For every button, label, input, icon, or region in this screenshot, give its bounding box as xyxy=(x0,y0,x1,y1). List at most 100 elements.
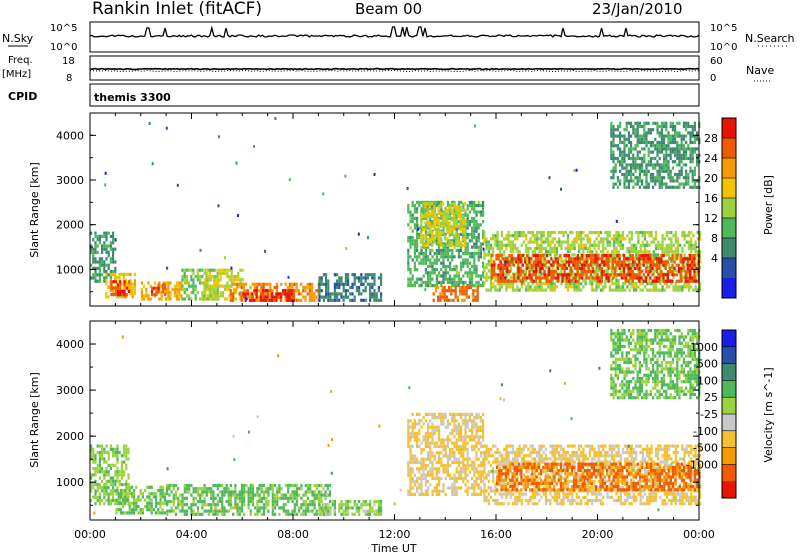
noise-cell xyxy=(615,219,618,223)
data-cell xyxy=(552,263,555,267)
data-cell xyxy=(540,259,543,263)
data-cell xyxy=(691,128,694,132)
data-cell xyxy=(328,483,332,488)
data-cell xyxy=(103,502,106,506)
data-cell xyxy=(112,486,115,490)
data-cell xyxy=(424,229,427,233)
data-cell xyxy=(364,289,367,293)
data-cell xyxy=(678,172,681,177)
nsky-label: N.Sky xyxy=(2,32,34,45)
data-cell xyxy=(234,493,237,497)
data-cell xyxy=(635,250,638,254)
data-cell xyxy=(589,263,593,267)
data-cell xyxy=(625,263,628,267)
data-cell xyxy=(369,285,372,290)
data-cell xyxy=(543,257,546,261)
data-cell xyxy=(565,273,568,277)
data-cell xyxy=(684,279,687,283)
data-cell xyxy=(685,272,688,276)
data-cell xyxy=(691,260,694,264)
data-cell xyxy=(532,260,535,264)
data-cell xyxy=(615,240,618,244)
data-cell xyxy=(636,128,639,132)
data-cell xyxy=(664,263,667,267)
data-cell xyxy=(445,289,448,293)
data-cell xyxy=(258,295,261,299)
data-cell xyxy=(92,482,95,487)
data-cell xyxy=(600,257,604,261)
data-cell xyxy=(298,493,301,497)
data-cell xyxy=(235,297,238,301)
data-cell xyxy=(435,268,438,272)
data-cell xyxy=(656,150,659,154)
data-cell xyxy=(210,294,213,298)
noise-cell xyxy=(104,171,107,175)
data-cell xyxy=(98,495,101,499)
data-cell xyxy=(642,260,645,264)
data-cell xyxy=(652,269,655,273)
data-cell xyxy=(652,140,655,145)
data-cell xyxy=(268,298,271,302)
data-cell xyxy=(192,496,195,500)
data-cell xyxy=(656,169,659,173)
data-cell xyxy=(313,512,316,516)
data-cell xyxy=(126,492,129,496)
data-cell xyxy=(575,230,578,235)
data-cell xyxy=(103,495,106,499)
data-cell xyxy=(505,246,508,251)
data-cell xyxy=(223,487,226,491)
data-cell xyxy=(271,487,274,491)
data-cell xyxy=(566,285,570,289)
data-cell xyxy=(475,210,478,214)
data-cell xyxy=(591,278,594,283)
data-cell xyxy=(506,266,509,270)
data-cell xyxy=(521,263,524,267)
data-cell xyxy=(689,131,692,135)
data-cell xyxy=(371,282,374,286)
data-cell xyxy=(615,278,618,283)
data-cell xyxy=(647,147,650,151)
data-cell xyxy=(109,502,112,506)
data-cell xyxy=(444,221,447,225)
data-cell xyxy=(667,140,670,145)
data-cell xyxy=(442,226,445,230)
data-cell xyxy=(234,282,237,286)
data-cell xyxy=(331,503,334,507)
data-cell xyxy=(643,237,647,241)
data-cell xyxy=(170,506,173,510)
data-cell xyxy=(431,239,434,243)
data-cell xyxy=(306,282,309,286)
data-cell xyxy=(215,291,218,295)
data-cell xyxy=(608,243,611,247)
data-cell xyxy=(676,140,679,145)
data-cell xyxy=(130,495,133,499)
data-cell xyxy=(427,204,430,208)
data-cell xyxy=(112,270,115,274)
data-cell xyxy=(377,276,380,280)
data-cell xyxy=(556,273,560,277)
data-cell xyxy=(569,246,572,251)
data-cell xyxy=(435,284,438,288)
data-cell xyxy=(541,263,544,267)
data-cell xyxy=(210,487,213,491)
data-cell xyxy=(127,457,130,461)
data-cell xyxy=(475,252,478,256)
data-cell xyxy=(229,496,233,500)
data-cell xyxy=(318,292,321,296)
data-cell xyxy=(549,240,552,244)
data-cell xyxy=(145,291,148,295)
data-cell xyxy=(218,496,222,500)
data-cell xyxy=(236,506,239,510)
data-cell xyxy=(327,506,330,510)
data-cell xyxy=(342,282,345,286)
data-cell xyxy=(185,503,189,507)
data-cell xyxy=(542,282,545,286)
data-cell xyxy=(318,509,321,513)
data-cell xyxy=(360,279,363,283)
data-cell xyxy=(646,250,649,254)
data-cell xyxy=(610,250,614,254)
data-cell xyxy=(625,176,628,180)
data-cell xyxy=(94,231,97,235)
data-cell xyxy=(325,285,328,290)
data-cell xyxy=(690,272,693,276)
